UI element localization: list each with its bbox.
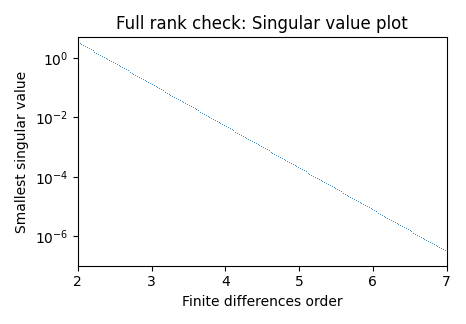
X-axis label: Finite differences order: Finite differences order bbox=[182, 295, 343, 309]
Y-axis label: Smallest singular value: Smallest singular value bbox=[15, 70, 29, 233]
Title: Full rank check: Singular value plot: Full rank check: Singular value plot bbox=[116, 15, 408, 33]
